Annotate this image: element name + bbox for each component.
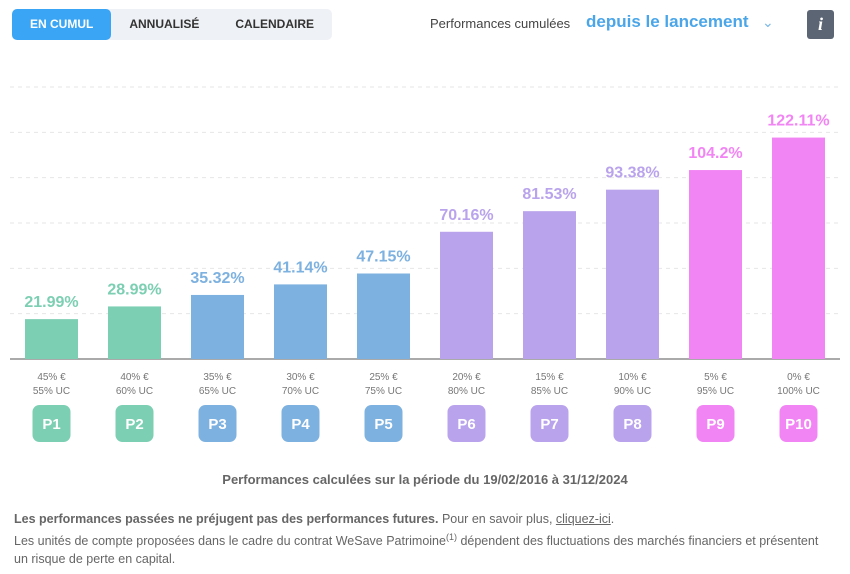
- value-label: 35.32%: [190, 270, 244, 287]
- profile-label: P10: [785, 416, 812, 433]
- allocation-euro: 20% €: [452, 372, 481, 383]
- tab-annualise[interactable]: ANNUALISÉ: [129, 17, 200, 31]
- allocation-euro: 5% €: [704, 372, 727, 383]
- allocation-euro: 10% €: [618, 372, 647, 383]
- allocation-uc: 75% UC: [365, 386, 402, 397]
- allocation-uc: 85% UC: [531, 386, 568, 397]
- profile-label: P3: [208, 416, 226, 433]
- allocation-uc: 95% UC: [697, 386, 734, 397]
- profile-label: P5: [374, 416, 392, 433]
- profile-badge-P1[interactable]: [32, 405, 71, 442]
- profile-label: P6: [457, 416, 475, 433]
- allocation-uc: 65% UC: [199, 386, 236, 397]
- profile-badge-P5[interactable]: [364, 405, 403, 442]
- allocation-euro: 30% €: [286, 372, 315, 383]
- allocation-euro: 15% €: [535, 372, 564, 383]
- profile-badge-P8[interactable]: [613, 405, 652, 442]
- bar-P2: [108, 306, 161, 359]
- tab-calendaire[interactable]: CALENDAIRE: [235, 17, 315, 31]
- bar-P5: [357, 273, 410, 359]
- value-label: 70.16%: [439, 207, 493, 224]
- chevron-down-icon[interactable]: ⌄: [762, 14, 774, 30]
- allocation-uc: 80% UC: [448, 386, 485, 397]
- allocation-uc: 55% UC: [33, 386, 70, 397]
- disclaimer-more: Pour en savoir plus,: [438, 512, 556, 526]
- profile-badge-P4[interactable]: [281, 405, 320, 442]
- info-icon[interactable]: i: [807, 10, 834, 39]
- value-label: 122.11%: [767, 113, 829, 130]
- allocation-euro: 0% €: [787, 372, 810, 383]
- bar-P3: [191, 294, 244, 359]
- value-label: 104.2%: [688, 145, 742, 162]
- profile-badge-P3[interactable]: [198, 405, 237, 442]
- profile-label: P1: [42, 416, 60, 433]
- profile-badge-P10[interactable]: [779, 405, 818, 442]
- value-label: 81.53%: [522, 186, 576, 203]
- disclaimer: Les performances passées ne préjugent pa…: [14, 510, 834, 568]
- profile-label: P8: [623, 416, 641, 433]
- profile-badge-P9[interactable]: [696, 405, 735, 442]
- disclaimer-line2: Les unités de compte proposées dans le c…: [14, 534, 446, 549]
- allocation-uc: 60% UC: [116, 386, 153, 397]
- profile-badge-P6[interactable]: [447, 405, 486, 442]
- bar-P8: [606, 189, 659, 359]
- footnote-ref: (1): [445, 532, 457, 542]
- allocation-euro: 45% €: [37, 372, 66, 383]
- performance-bar-chart: 21.99% 45% € 55% UC P1 28.99% 40% € 60% UC P2 35…: [10, 86, 840, 442]
- allocation-uc: 70% UC: [282, 386, 319, 397]
- allocation-uc: 90% UC: [614, 386, 651, 397]
- allocation-uc: 100% UC: [777, 386, 820, 397]
- value-label: 28.99%: [107, 281, 161, 298]
- value-label: 47.15%: [356, 249, 410, 266]
- bar-P4: [274, 284, 327, 359]
- more-info-link[interactable]: cliquez-ici: [555, 512, 611, 526]
- profile-label: P4: [291, 416, 310, 433]
- value-label: 93.38%: [605, 165, 659, 182]
- disclaimer-end: .: [610, 512, 615, 526]
- tab-en-cumul[interactable]: EN CUMUL: [12, 9, 112, 40]
- period-note: Performances calculées sur la période du…: [222, 472, 628, 487]
- disclaimer-line2-end: dépendent des fluctuations des marchés f…: [14, 534, 819, 567]
- view-tabs: EN CUMUL ANNUALISÉ CALENDAIRE: [12, 9, 333, 40]
- perf-label: Performances cumulées: [430, 16, 571, 31]
- bar-P10: [772, 137, 825, 359]
- allocation-euro: 35% €: [203, 372, 232, 383]
- period-select[interactable]: depuis le lancement: [586, 12, 749, 31]
- bar-P1: [25, 319, 78, 359]
- disclaimer-bold: Les performances passées ne préjugent pa…: [14, 512, 439, 526]
- profile-badge-P2[interactable]: [115, 405, 154, 442]
- profile-label: P2: [125, 416, 143, 433]
- value-label: 41.14%: [273, 259, 327, 276]
- bar-P7: [523, 211, 576, 359]
- allocation-euro: 40% €: [120, 372, 149, 383]
- value-label: 21.99%: [24, 294, 78, 311]
- profile-badge-P7[interactable]: [530, 405, 569, 442]
- bar-P6: [440, 231, 493, 359]
- allocation-euro: 25% €: [369, 372, 398, 383]
- profile-label: P7: [540, 416, 558, 433]
- profile-label: P9: [706, 416, 724, 433]
- bar-P9: [689, 170, 742, 359]
